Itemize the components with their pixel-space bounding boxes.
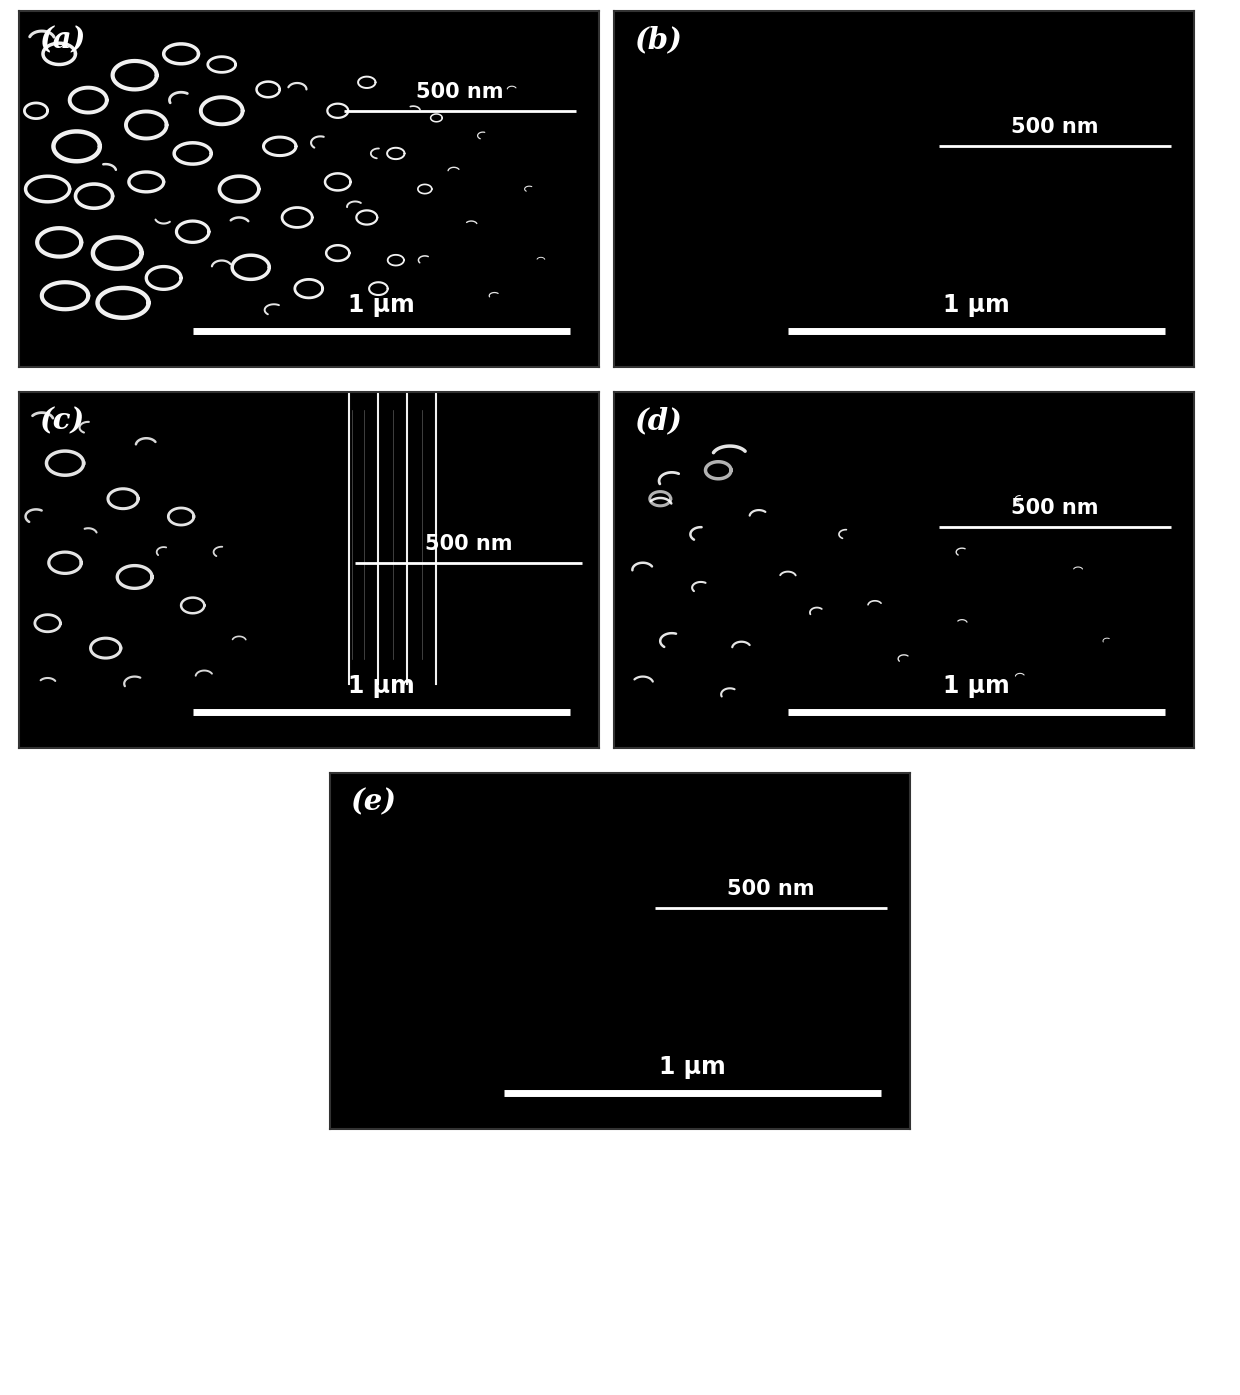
Text: 1 μm: 1 μm bbox=[944, 293, 1009, 317]
Text: (c): (c) bbox=[38, 406, 84, 435]
Text: (d): (d) bbox=[634, 406, 682, 435]
Text: (e): (e) bbox=[350, 787, 396, 816]
Text: 500 nm: 500 nm bbox=[727, 879, 815, 900]
Text: 500 nm: 500 nm bbox=[1011, 117, 1099, 138]
Text: 1 μm: 1 μm bbox=[660, 1055, 725, 1078]
Text: 1 μm: 1 μm bbox=[348, 293, 414, 317]
Text: (b): (b) bbox=[634, 25, 682, 54]
Text: 1 μm: 1 μm bbox=[348, 674, 414, 698]
Text: (a): (a) bbox=[38, 25, 86, 54]
Text: 500 nm: 500 nm bbox=[1011, 498, 1099, 519]
Text: 500 nm: 500 nm bbox=[424, 534, 512, 554]
Text: 500 nm: 500 nm bbox=[415, 82, 503, 102]
Text: 1 μm: 1 μm bbox=[944, 674, 1009, 698]
